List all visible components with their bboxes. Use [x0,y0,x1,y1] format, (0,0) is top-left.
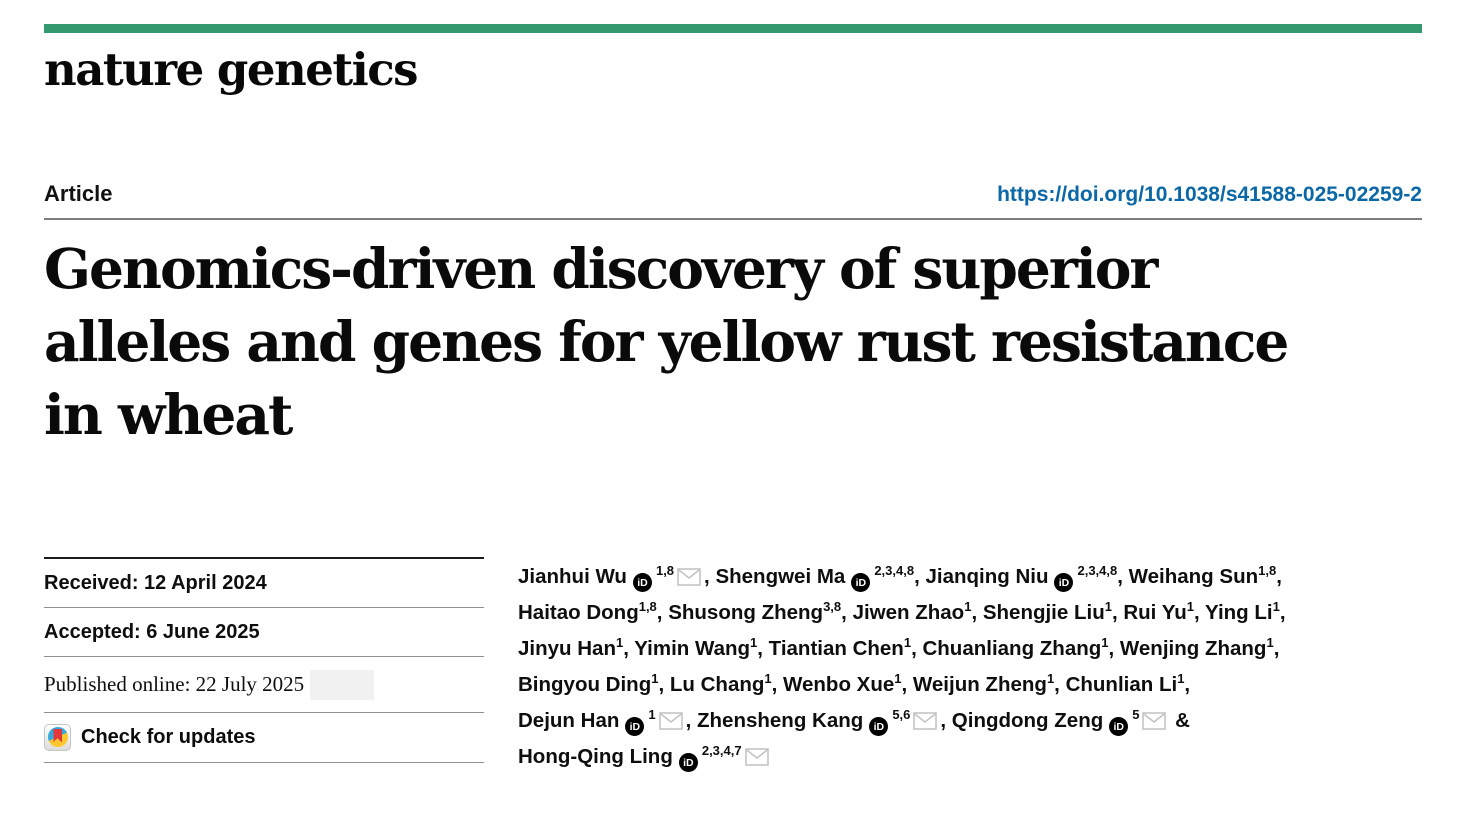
author-line: Dejun Han iD1, Zhensheng Kang iD5,6, Qingd… [518,704,1422,740]
author-line: Jianhui Wu iD1,8, Shengwei Ma iD2,3,4,8, J… [518,560,1422,596]
brand-color-bar [44,24,1422,33]
author-affiliation-superscript: 1 [651,670,659,686]
check-for-updates-button[interactable]: Check for updates [44,713,484,763]
author-line: Haitao Dong1,8, Shusong Zheng3,8, Jiwen … [518,598,1286,624]
check-for-updates-label: Check for updates [81,725,256,748]
author-affiliation-superscript: 2,3,4,8 [874,562,915,578]
author-affiliation-superscript: 5 [1132,706,1140,722]
author: Jiwen Zhao1 [852,598,972,624]
author-list: Jianhui Wu iD1,8, Shengwei Ma iD2,3,4,8, J… [518,557,1422,776]
email-icon[interactable] [1142,711,1167,730]
author: Chuanliang Zhang1 [922,634,1109,660]
email-icon[interactable] [677,567,701,586]
author: Wenjing Zhang1 [1119,634,1274,660]
author-affiliation-superscript: 2,3,4,8 [1077,562,1118,578]
page-title: Genomics-driven discovery of superior all… [44,232,1422,451]
author-affiliation-superscript: 1 [1104,598,1112,614]
author: Ying Li1 [1205,598,1280,624]
title-line: in wheat [44,381,293,447]
orcid-icon[interactable]: iD [869,717,889,736]
author-line: Jinyu Han1, Yimin Wang1, Tiantian Chen1,… [518,634,1280,660]
received-date: Received: 12 April 2024 [44,559,484,608]
meta-section: Received: 12 April 2024 Accepted: 6 June… [44,556,1422,776]
header-divider [44,217,1422,220]
author: Haitao Dong1,8 [518,598,657,624]
author-affiliation-superscript: 1 [615,634,624,650]
doi-link[interactable]: https://doi.org/10.1038/s41588-025-02259… [997,182,1422,206]
orcid-icon[interactable]: iD [678,753,698,772]
title-line: alleles and genes for yellow rust resist… [44,308,1289,374]
email-icon[interactable] [913,711,938,730]
author: Dejun Han iD1 [518,706,686,736]
author: Chunlian Li1 [1065,670,1185,696]
author-affiliation-superscript: 1 [1101,634,1109,650]
author-affiliation-superscript: 1 [1186,598,1195,614]
email-icon[interactable] [658,711,683,730]
author: Yimin Wang1 [634,634,758,660]
article-page: nature genetics Article https://doi.org/… [0,24,1466,776]
author-affiliation-superscript: 1 [750,634,758,650]
orcid-icon[interactable]: iD [1054,573,1074,592]
orcid-icon[interactable]: iD [632,573,652,592]
orcid-icon[interactable]: iD [851,573,871,592]
author-affiliation-superscript: 1,8 [638,598,657,614]
crossmark-bookmark [53,728,62,743]
published-date-text: Published online: 22 July 2025 [44,671,305,696]
author-affiliation-superscript: 3,8 [823,598,842,614]
author-affiliation-superscript: 1,8 [1258,562,1277,578]
author: Jinyu Han1 [518,634,624,660]
author: Jianhui Wu iD1,8 [518,562,704,592]
crossmark-icon [44,723,71,751]
author: Wenbo Xue1 [783,670,902,696]
author-affiliation-superscript: 1,8 [655,562,675,578]
author-line: Bingyou Ding1, Lu Chang1, Wenbo Xue1, We… [518,670,1191,696]
author: Shengjie Liu1 [982,598,1112,624]
author-line: Hong-Qing Ling iD2,3,4,7 [518,740,1422,776]
orcid-icon[interactable]: iD [625,717,645,736]
author-affiliation-superscript: 1 [1177,670,1185,686]
author-affiliation-superscript: 1 [903,634,912,650]
author: Shengwei Ma iD2,3,4,8 [715,562,915,592]
orcid-icon[interactable]: iD [1109,717,1129,736]
author: Zhensheng Kang iD5,6 [697,706,940,736]
author-affiliation-superscript: 1 [894,670,902,686]
author-affiliation-superscript: 2,3,4,7 [701,742,742,758]
author: Hong-Qing Ling iD2,3,4,7 [518,742,772,772]
published-date: Published online: 22 July 2025 [44,657,484,713]
email-icon[interactable] [744,747,769,766]
author-affiliation-superscript: 1 [1046,670,1055,686]
title-line: Genomics-driven discovery of superior [44,235,1158,301]
dates-panel: Received: 12 April 2024 Accepted: 6 June… [44,556,484,763]
author: Lu Chang1 [669,670,772,696]
author: Qingdong Zeng iD5 [952,706,1170,736]
author-affiliation-superscript: 1 [764,670,772,686]
author: Shusong Zheng3,8 [668,598,842,624]
gray-highlight-box [310,669,375,700]
author: Weijun Zheng1 [912,670,1055,696]
author-affiliation-superscript: 1 [1266,634,1274,650]
article-header-row: Article https://doi.org/10.1038/s41588-0… [44,181,1422,207]
author: Rui Yu1 [1123,598,1195,624]
author-affiliation-superscript: 1 [964,598,972,614]
author: Weihang Sun1,8 [1128,562,1277,588]
accepted-date: Accepted: 6 June 2025 [44,608,484,657]
author-affiliation-superscript: 1 [1272,598,1280,614]
author-affiliation-superscript: 5,6 [892,706,911,722]
author: Jianqing Niu iD2,3,4,8 [925,562,1118,592]
author: Bingyou Ding1 [518,670,659,696]
author-affiliation-superscript: 1 [648,706,656,722]
author: Tiantian Chen1 [768,634,912,660]
article-type-label: Article [44,180,113,206]
journal-logo: nature genetics [44,43,418,96]
